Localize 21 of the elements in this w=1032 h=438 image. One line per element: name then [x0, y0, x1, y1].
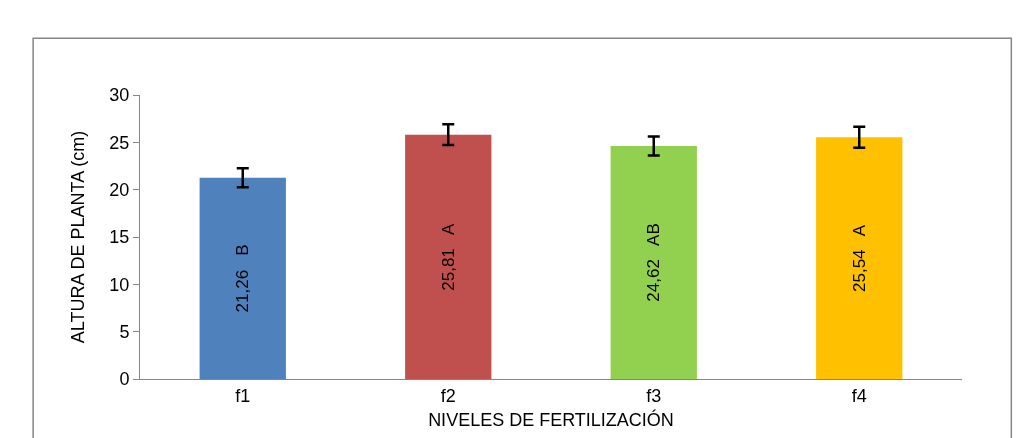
y-tick-label: 5 — [119, 321, 130, 342]
y-axis-title: ALTURA DE PLANTA (cm) — [67, 130, 88, 344]
y-tick-label: 25 — [109, 132, 130, 153]
bar — [199, 177, 286, 379]
data-label: 24,62 AB — [644, 223, 664, 302]
x-tick-label: f1 — [235, 385, 251, 406]
y-tick-label: 0 — [119, 369, 130, 390]
y-tick-label: 15 — [109, 227, 130, 248]
data-label: 21,26 B — [233, 244, 253, 313]
bar — [816, 137, 903, 379]
x-tick-label: f4 — [851, 385, 867, 406]
bar — [405, 134, 492, 379]
data-label: 25,54 A — [849, 224, 869, 292]
x-axis-title: NIVELES DE FERTILIZACIÓN — [428, 408, 674, 430]
x-tick-label: f3 — [646, 385, 662, 406]
x-tick-label: f2 — [440, 385, 456, 406]
bar — [610, 145, 697, 379]
y-tick-label: 10 — [109, 274, 130, 295]
y-tick-label: 30 — [109, 85, 130, 106]
y-tick-label: 20 — [109, 179, 130, 200]
data-label: 25,81 A — [438, 222, 458, 291]
